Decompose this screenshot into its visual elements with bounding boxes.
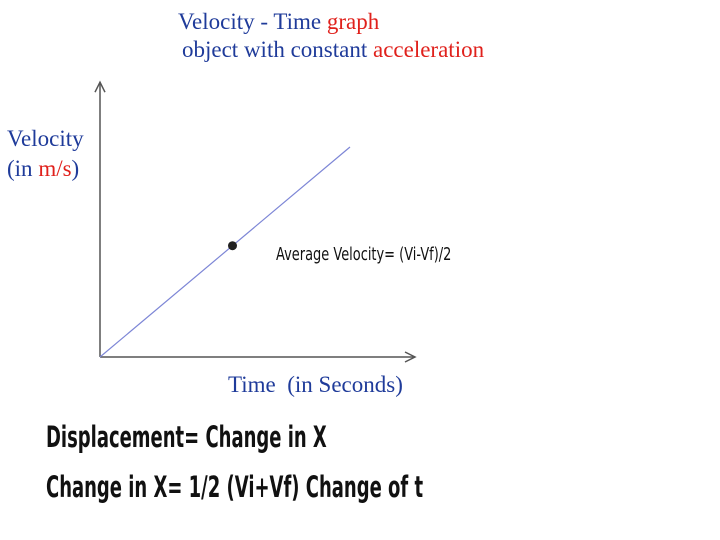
subtitle-acceleration: acceleration	[373, 37, 485, 62]
title-separator: -	[254, 9, 274, 34]
x-axis-label: Time (in Seconds)	[228, 370, 403, 400]
displacement-note: Displacement= Change in X	[46, 420, 327, 454]
y-axis-unit: m/s	[38, 156, 72, 181]
y-axis-label: Velocity (in m/s)	[7, 124, 84, 184]
y-axis-label-line-2: (in m/s)	[7, 154, 84, 184]
chart-title: Velocity - Time graph object with consta…	[178, 8, 484, 64]
title-graph: graph	[321, 9, 380, 34]
y-axis-arrowhead	[94, 80, 106, 93]
x-axis-arrowhead	[404, 351, 417, 363]
title-line-1: Velocity - Time graph	[178, 8, 484, 36]
y-axis-label-line-1: Velocity	[7, 126, 84, 151]
title-time: Time	[273, 9, 322, 34]
x-axis-label-main: Time	[228, 372, 276, 397]
velocity-line	[99, 146, 351, 358]
x-axis-label-paren: (in Seconds)	[287, 372, 403, 397]
title-velocity: Velocity	[178, 9, 255, 34]
average-velocity-point	[228, 241, 237, 251]
subtitle-object: object with constant	[182, 37, 373, 62]
average-velocity-annotation: Average Velocity= (Vi-Vf)/2	[276, 244, 452, 265]
change-in-x-note: Change in X= 1/2 (Vi+Vf) Change of t	[46, 470, 424, 504]
title-line-2: object with constant acceleration	[182, 36, 484, 64]
y-axis-label-close: )	[71, 156, 80, 181]
y-axis-label-open: (in	[7, 156, 39, 181]
